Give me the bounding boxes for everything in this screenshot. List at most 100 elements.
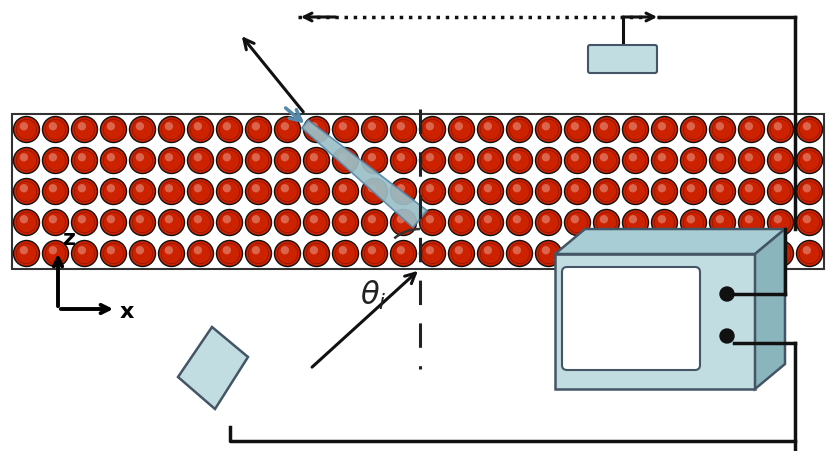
Circle shape xyxy=(71,179,97,205)
Circle shape xyxy=(651,117,677,143)
Circle shape xyxy=(396,184,405,193)
Circle shape xyxy=(478,148,504,174)
Circle shape xyxy=(628,216,637,224)
Circle shape xyxy=(506,179,532,205)
Circle shape xyxy=(484,247,492,255)
Circle shape xyxy=(768,179,794,205)
Circle shape xyxy=(333,117,359,143)
Circle shape xyxy=(216,117,242,143)
Circle shape xyxy=(426,184,434,193)
Circle shape xyxy=(541,247,550,255)
Circle shape xyxy=(455,184,463,193)
Circle shape xyxy=(571,216,579,224)
Circle shape xyxy=(541,154,550,162)
Circle shape xyxy=(448,117,474,143)
Circle shape xyxy=(391,148,416,174)
Circle shape xyxy=(745,216,753,224)
Circle shape xyxy=(426,216,434,224)
Circle shape xyxy=(658,247,666,255)
Circle shape xyxy=(565,148,591,174)
Circle shape xyxy=(13,148,39,174)
Circle shape xyxy=(478,117,504,143)
Circle shape xyxy=(275,179,301,205)
Circle shape xyxy=(600,247,608,255)
Circle shape xyxy=(506,117,532,143)
Circle shape xyxy=(49,154,57,162)
Circle shape xyxy=(246,117,272,143)
Circle shape xyxy=(165,247,173,255)
Circle shape xyxy=(513,216,521,224)
Circle shape xyxy=(565,179,591,205)
Circle shape xyxy=(188,179,214,205)
Circle shape xyxy=(803,216,811,224)
Circle shape xyxy=(130,179,156,205)
Circle shape xyxy=(796,241,823,267)
Circle shape xyxy=(623,179,649,205)
Circle shape xyxy=(275,210,301,236)
Circle shape xyxy=(223,154,231,162)
Circle shape xyxy=(593,117,619,143)
Circle shape xyxy=(333,179,359,205)
Circle shape xyxy=(716,184,724,193)
Circle shape xyxy=(478,241,504,267)
Circle shape xyxy=(158,241,184,267)
Circle shape xyxy=(303,241,329,267)
Circle shape xyxy=(106,154,115,162)
Circle shape xyxy=(391,117,416,143)
Text: $\theta_i$: $\theta_i$ xyxy=(360,278,386,311)
Circle shape xyxy=(680,179,706,205)
Circle shape xyxy=(251,184,260,193)
Circle shape xyxy=(541,216,550,224)
Circle shape xyxy=(484,216,492,224)
Circle shape xyxy=(158,148,184,174)
Circle shape xyxy=(513,247,521,255)
Circle shape xyxy=(773,154,782,162)
Circle shape xyxy=(310,123,318,131)
Circle shape xyxy=(680,241,706,267)
Circle shape xyxy=(420,179,446,205)
Circle shape xyxy=(738,241,764,267)
Circle shape xyxy=(710,179,736,205)
Circle shape xyxy=(303,117,329,143)
Circle shape xyxy=(396,216,405,224)
Circle shape xyxy=(720,287,734,301)
Circle shape xyxy=(506,241,532,267)
Circle shape xyxy=(710,117,736,143)
Circle shape xyxy=(796,210,823,236)
Circle shape xyxy=(455,154,463,162)
Circle shape xyxy=(158,117,184,143)
Circle shape xyxy=(651,179,677,205)
Circle shape xyxy=(658,123,666,131)
Circle shape xyxy=(593,148,619,174)
Circle shape xyxy=(106,216,115,224)
Circle shape xyxy=(803,123,811,131)
Circle shape xyxy=(194,184,202,193)
Circle shape xyxy=(188,241,214,267)
Circle shape xyxy=(136,123,144,131)
Circle shape xyxy=(49,247,57,255)
Circle shape xyxy=(71,148,97,174)
Circle shape xyxy=(448,241,474,267)
Circle shape xyxy=(223,216,231,224)
FancyBboxPatch shape xyxy=(562,267,700,370)
Circle shape xyxy=(310,154,318,162)
Circle shape xyxy=(565,210,591,236)
Circle shape xyxy=(600,123,608,131)
Circle shape xyxy=(136,154,144,162)
Circle shape xyxy=(686,216,695,224)
Circle shape xyxy=(310,247,318,255)
Circle shape xyxy=(101,241,127,267)
Circle shape xyxy=(361,241,387,267)
Circle shape xyxy=(136,184,144,193)
Circle shape xyxy=(101,210,127,236)
Circle shape xyxy=(194,154,202,162)
Circle shape xyxy=(391,210,416,236)
Circle shape xyxy=(136,216,144,224)
Circle shape xyxy=(165,184,173,193)
Circle shape xyxy=(658,184,666,193)
Circle shape xyxy=(738,117,764,143)
Circle shape xyxy=(455,247,463,255)
Circle shape xyxy=(251,247,260,255)
Circle shape xyxy=(136,247,144,255)
Circle shape xyxy=(448,179,474,205)
